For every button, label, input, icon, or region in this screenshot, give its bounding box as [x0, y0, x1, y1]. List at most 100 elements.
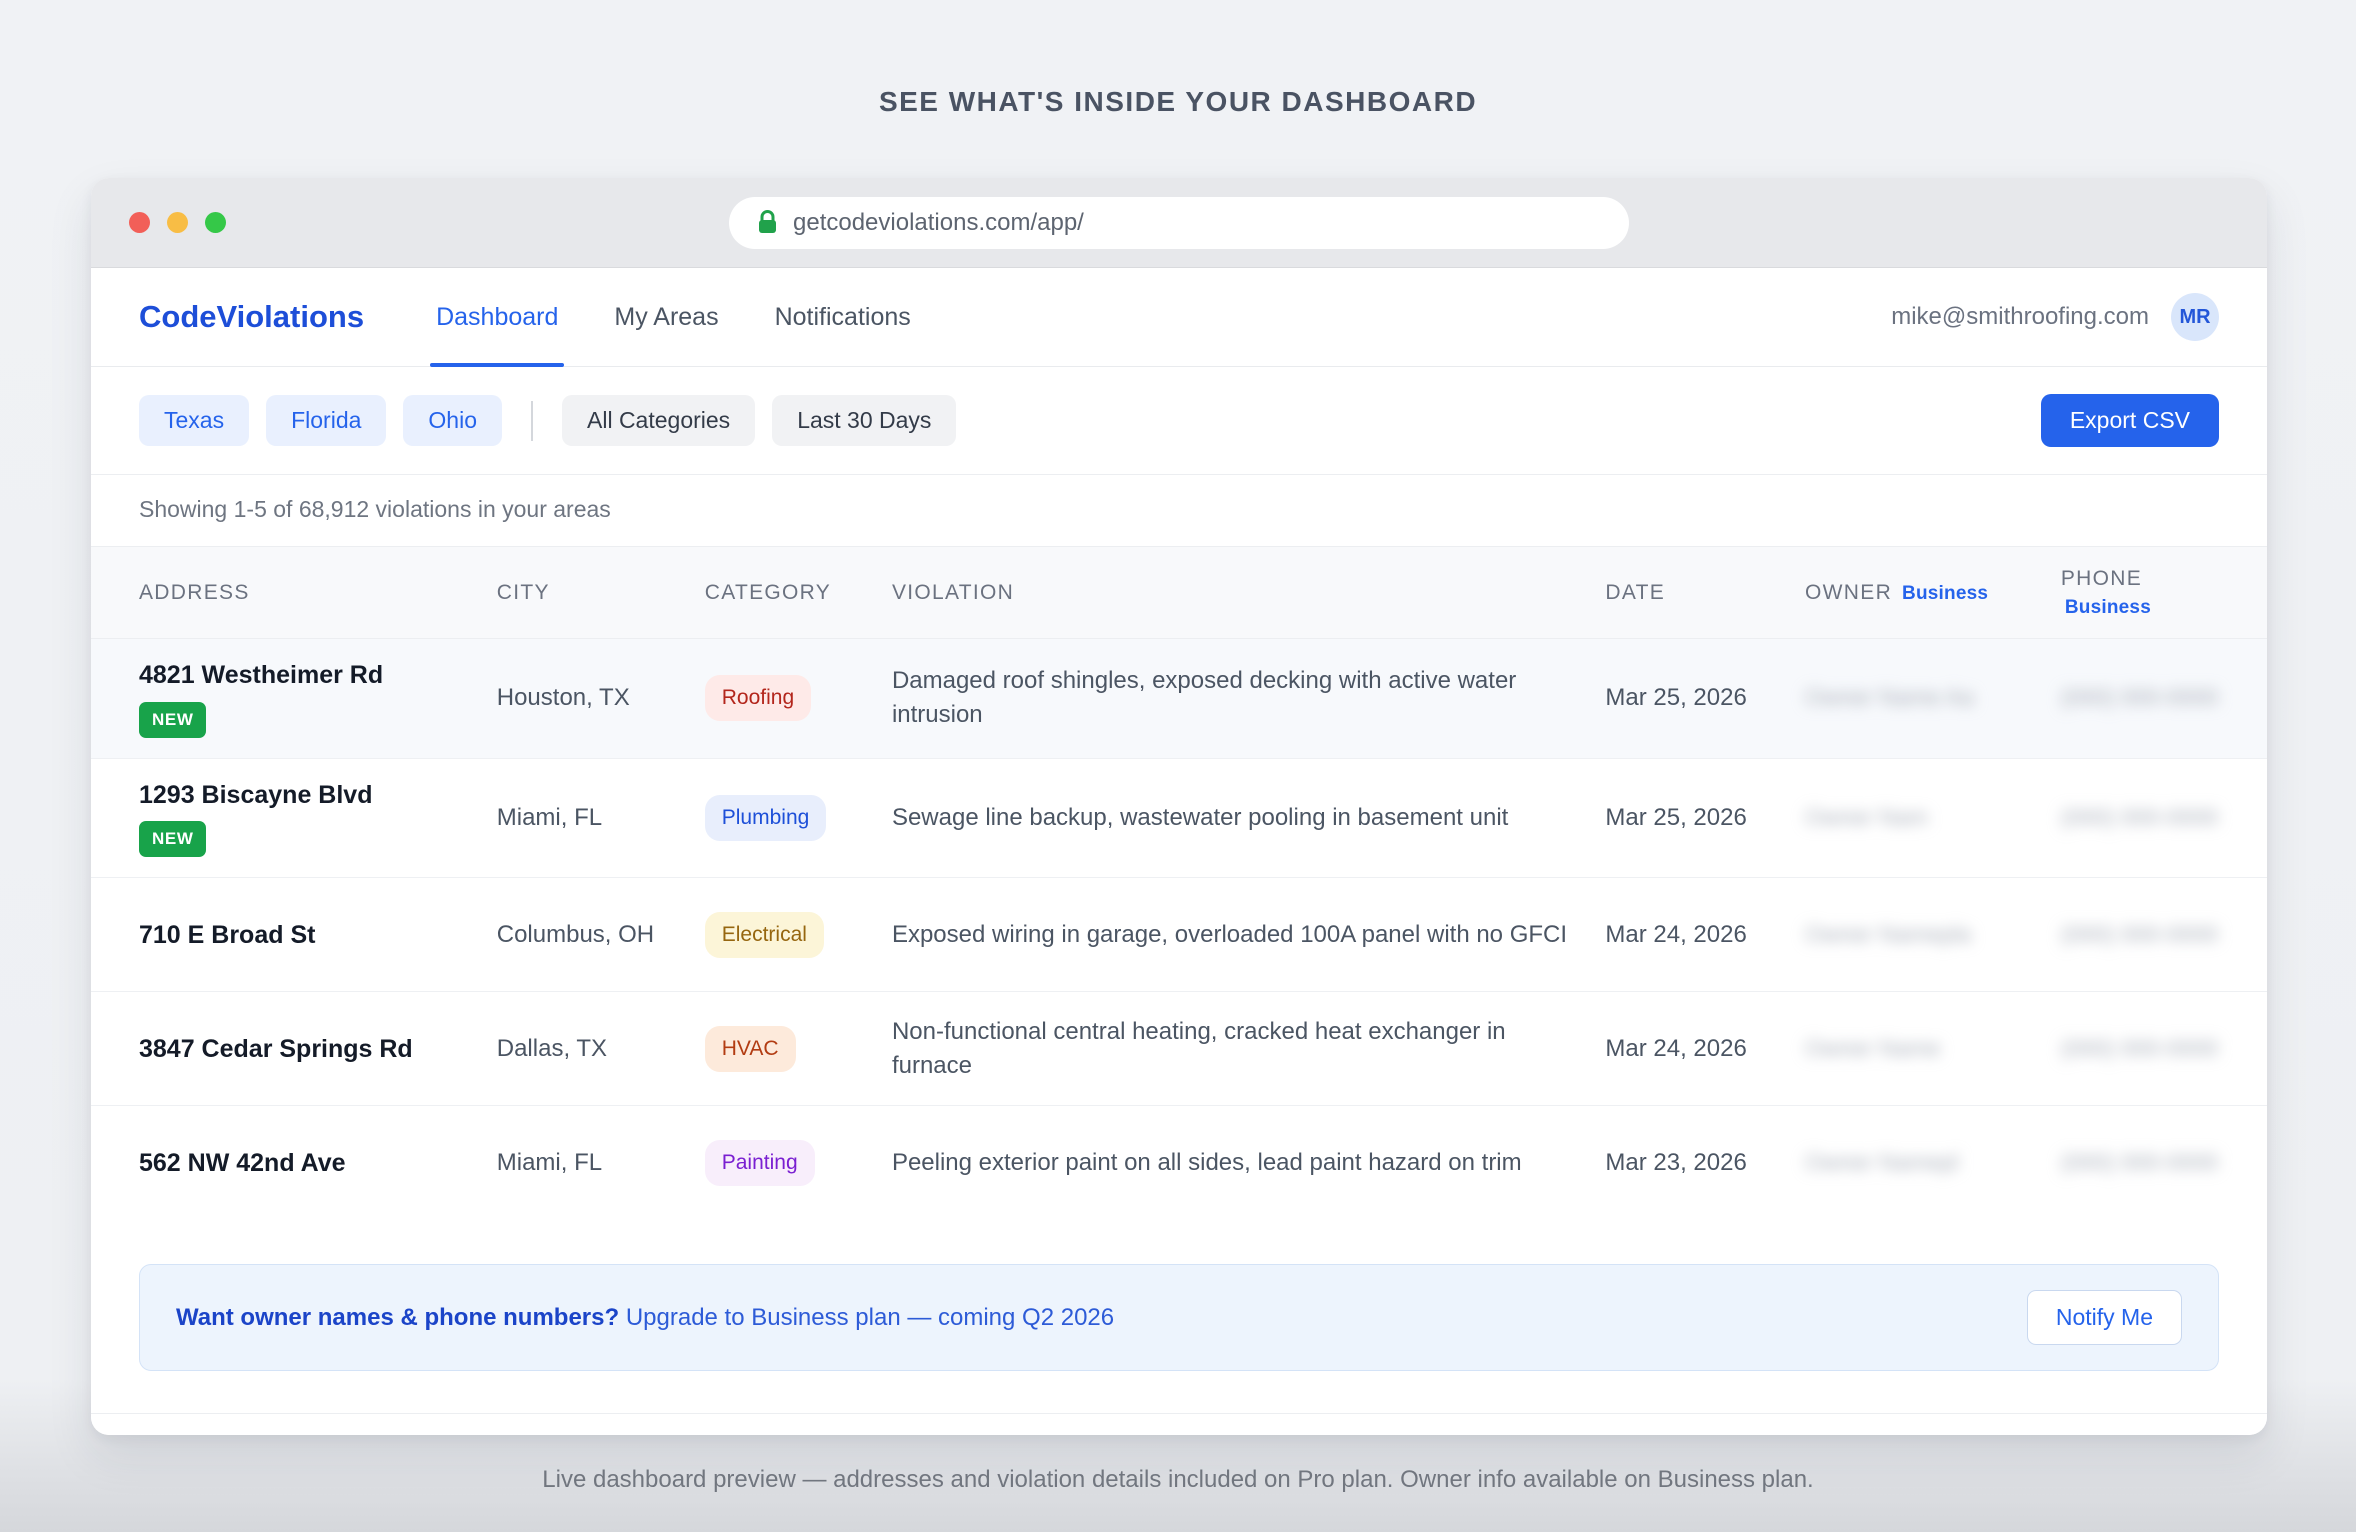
address-text: 562 NW 42nd Ave: [139, 1149, 346, 1177]
lock-icon: [757, 210, 778, 235]
phone-cell-blurred: (000) 000-0000: [2061, 661, 2219, 735]
phone-cell-blurred: (000) 000-0000: [2061, 1012, 2219, 1086]
violation-cell: Sewage line backup, wastewater pooling i…: [891, 803, 1509, 831]
date-cell: Mar 25, 2026: [1605, 684, 1747, 712]
category-cell: Roofing: [704, 655, 892, 741]
upgrade-banner-regular-text: Upgrade to Business plan — coming Q2 202…: [619, 1303, 1115, 1331]
export-csv-button[interactable]: Export CSV: [2040, 394, 2219, 447]
user-email: mike@smithroofing.com: [1891, 303, 2149, 330]
table-row[interactable]: 1293 Biscayne Blvd NEW Miami, FL Plumbin…: [91, 758, 2267, 879]
browser-chrome: getcodeviolations.com/app/: [91, 178, 2267, 268]
nav-tab-dashboard[interactable]: Dashboard: [430, 268, 565, 367]
phone-cell-blurred: (000) 000-0000: [2061, 898, 2219, 972]
phone-cell-blurred: (000) 000-0000: [2061, 1126, 2219, 1200]
category-cell: Plumbing: [704, 775, 892, 861]
owner-cell-blurred: Owner Nam: [1805, 781, 2061, 855]
table-header: ADDRESS CITY CATEGORY VIOLATION DATE OWN…: [91, 546, 2267, 639]
filter-bar: Texas Florida Ohio All Categories Last 3…: [91, 367, 2267, 475]
date-range-filter-dropdown[interactable]: Last 30 Days: [772, 395, 957, 446]
date-cell: Mar 25, 2026: [1605, 803, 1747, 831]
category-pill: HVAC: [704, 1025, 796, 1072]
nav-items: Dashboard My Areas Notifications: [430, 268, 967, 367]
violation-cell: Non-functional central heating, cracked …: [891, 1017, 1506, 1079]
blurred-phone-text: (000) 000-0000: [2060, 920, 2219, 947]
date-cell: Mar 23, 2026: [1605, 1149, 1747, 1177]
column-header-violation: VIOLATION: [891, 580, 1015, 604]
address-cell: 4821 Westheimer Rd NEW: [139, 639, 497, 758]
upgrade-banner: Want owner names & phone numbers? Upgrad…: [139, 1264, 2219, 1372]
nav-right: mike@smithroofing.com MR: [1891, 293, 2219, 341]
category-pill: Plumbing: [704, 795, 827, 841]
results-summary: Showing 1-5 of 68,912 violations in your…: [91, 475, 2267, 546]
phone-business-badge: Business: [2064, 596, 2151, 618]
area-chip-texas[interactable]: Texas: [139, 395, 250, 446]
date-cell: Mar 24, 2026: [1605, 1034, 1747, 1062]
phone-cell-blurred: (000) 000-0000: [2061, 781, 2219, 855]
address-cell: 1293 Biscayne Blvd NEW: [139, 759, 497, 878]
blurred-phone-text: (000) 000-0000: [2060, 1034, 2219, 1061]
blurred-owner-text: Owner Namepla: [1805, 920, 1972, 947]
address-text: 4821 Westheimer Rd: [139, 661, 384, 689]
window-minimize-icon[interactable]: [167, 212, 188, 233]
category-cell: Electrical: [704, 892, 892, 978]
owner-cell-blurred: Owner Namepla: [1805, 898, 2061, 972]
area-chip-ohio[interactable]: Ohio: [403, 395, 502, 446]
violation-cell: Peeling exterior paint on all sides, lea…: [891, 1149, 1522, 1177]
filter-divider: [531, 400, 533, 441]
table-row[interactable]: 4821 Westheimer Rd NEW Houston, TX Roofi…: [91, 639, 2267, 759]
table-footer: Page 1 of 170 1 2 3 ... 170: [91, 1413, 2267, 1435]
address-cell: 562 NW 42nd Ave: [139, 1127, 497, 1200]
blurred-owner-text: Owner Namepl: [1805, 1149, 1959, 1176]
upgrade-banner-bold-text: Want owner names & phone numbers?: [176, 1303, 620, 1331]
table-row[interactable]: 562 NW 42nd Ave Miami, FL Painting Peeli…: [91, 1106, 2267, 1221]
table-row[interactable]: 3847 Cedar Springs Rd Dallas, TX HVAC No…: [91, 992, 2267, 1107]
owner-cell-blurred: Owner Name: [1805, 1012, 2061, 1086]
address-text: 710 E Broad St: [139, 920, 316, 949]
category-pill: Electrical: [704, 911, 824, 958]
category-cell: HVAC: [704, 1006, 892, 1092]
browser-window: getcodeviolations.com/app/ CodeViolation…: [91, 178, 2267, 1435]
column-header-owner: OWNER Business: [1805, 581, 2061, 605]
owner-cell-blurred: Owner Name Aa: [1805, 661, 2061, 735]
top-nav: CodeViolations Dashboard My Areas Notifi…: [91, 268, 2267, 367]
upgrade-banner-text: Want owner names & phone numbers? Upgrad…: [176, 1304, 1114, 1332]
address-text: 1293 Biscayne Blvd: [139, 780, 373, 809]
phone-header-label: PHONE: [2060, 566, 2143, 590]
owner-business-badge: Business: [1902, 582, 1989, 604]
category-filter-dropdown[interactable]: All Categories: [562, 395, 756, 446]
window-close-icon[interactable]: [129, 212, 150, 233]
city-cell: Miami, FL: [496, 1149, 603, 1177]
address-bar[interactable]: getcodeviolations.com/app/: [729, 196, 1629, 249]
column-header-address: ADDRESS: [139, 580, 250, 604]
table-row[interactable]: 710 E Broad St Columbus, OH Electrical E…: [91, 878, 2267, 993]
violation-cell: Exposed wiring in garage, overloaded 100…: [891, 920, 1568, 948]
blurred-phone-text: (000) 000-0000: [2060, 684, 2219, 711]
blurred-owner-text: Owner Name: [1805, 1034, 1941, 1061]
address-text: 3847 Cedar Springs Rd: [139, 1034, 413, 1063]
blurred-owner-text: Owner Nam: [1805, 803, 1928, 830]
owner-cell-blurred: Owner Namepl: [1805, 1126, 2061, 1200]
city-cell: Dallas, TX: [496, 1034, 608, 1062]
blurred-owner-text: Owner Name Aa: [1805, 684, 1974, 711]
category-cell: Painting: [704, 1120, 892, 1206]
city-cell: Miami, FL: [496, 803, 603, 831]
city-cell: Houston, TX: [496, 684, 630, 712]
page-caption: Live dashboard preview — addresses and v…: [542, 1466, 1814, 1493]
new-badge: NEW: [139, 701, 207, 738]
city-cell: Columbus, OH: [496, 920, 655, 948]
column-header-date: DATE: [1605, 580, 1666, 604]
window-maximize-icon[interactable]: [205, 212, 226, 233]
avatar[interactable]: MR: [2171, 293, 2219, 341]
new-badge: NEW: [139, 821, 207, 858]
page-title: SEE WHAT'S INSIDE YOUR DASHBOARD: [878, 86, 1478, 117]
nav-tab-notifications[interactable]: Notifications: [774, 302, 911, 331]
url-text: getcodeviolations.com/app/: [793, 208, 1084, 236]
area-chip-florida[interactable]: Florida: [266, 395, 387, 446]
nav-tab-my-areas[interactable]: My Areas: [614, 302, 719, 331]
brand-logo[interactable]: CodeViolations: [139, 299, 365, 334]
owner-header-label: OWNER: [1805, 580, 1893, 604]
violation-cell: Damaged roof shingles, exposed decking w…: [891, 667, 1517, 729]
column-header-category: CATEGORY: [704, 580, 832, 604]
blurred-phone-text: (000) 000-0000: [2060, 803, 2219, 830]
notify-me-button[interactable]: Notify Me: [2026, 1290, 2182, 1346]
